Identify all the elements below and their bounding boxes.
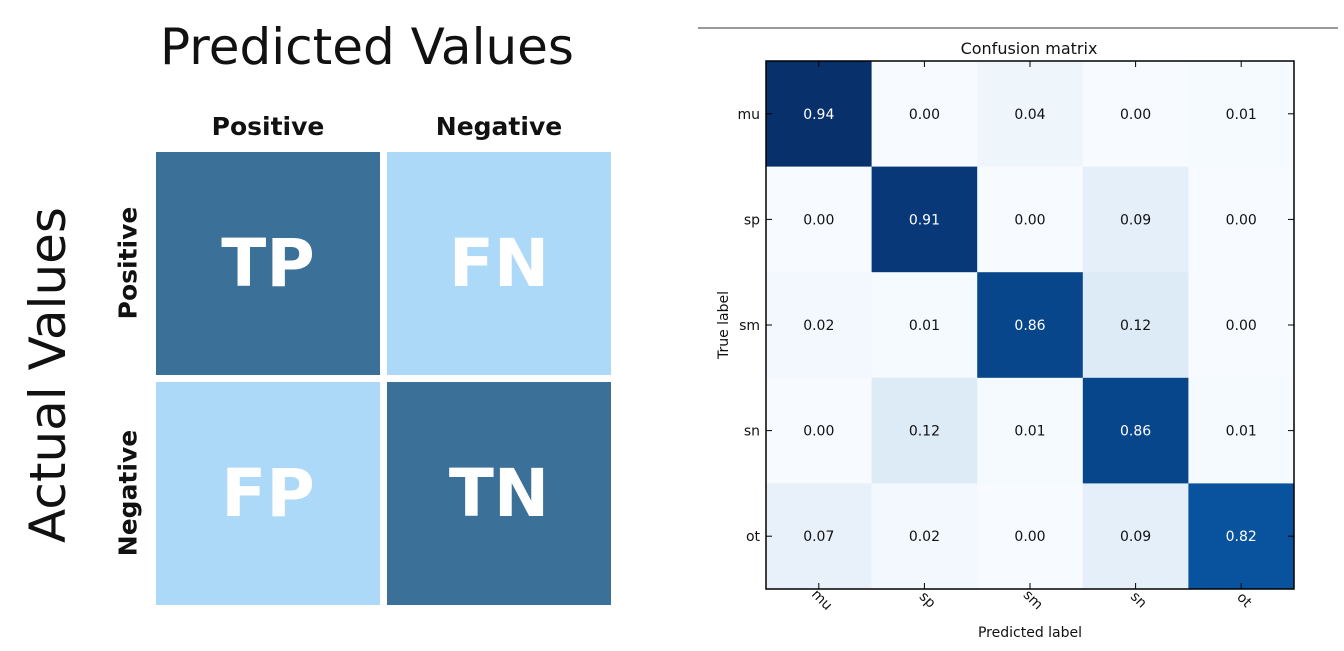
cell-value-label: 0.86 <box>1014 318 1045 334</box>
cell-value-label: 0.01 <box>1226 424 1257 440</box>
x-tick-label: sn <box>1127 589 1150 612</box>
heatmap-cell <box>1188 166 1295 273</box>
cell-false-negative: FN <box>387 152 611 375</box>
confusion-matrix-chart: Confusion matrix 0.94 0.00 0.04 0.00 0.01 0.0… <box>640 0 1344 651</box>
cell-true-negative: TN <box>387 382 611 605</box>
cell-value-label: 0.00 <box>1120 107 1151 123</box>
cell-value-label: 0.00 <box>1226 318 1257 334</box>
y-tick-label: mu <box>737 107 760 123</box>
y-axis-label: True label <box>716 291 732 360</box>
x-tick-label: mu <box>808 587 835 614</box>
predicted-values-title: Predicted Values <box>160 18 574 76</box>
heatmap-cell <box>871 377 978 484</box>
heatmap-cell <box>766 272 873 379</box>
y-tick-label: sp <box>744 212 760 228</box>
x-tick-label: sm <box>1020 587 1046 613</box>
x-axis-label: Predicted label <box>978 625 1082 641</box>
cell-value-label: 0.00 <box>803 424 834 440</box>
cell-value-label: 0.82 <box>1226 529 1257 545</box>
heatmap-cell <box>977 272 1084 379</box>
x-tick-label: sp <box>916 589 939 612</box>
cell-value-label: 0.01 <box>1226 107 1257 123</box>
cell-true-positive: TP <box>156 152 380 375</box>
col-header-positive: Positive <box>211 112 325 141</box>
heatmap-cell <box>1188 61 1295 168</box>
cell-value-label: 0.09 <box>1120 212 1151 228</box>
cell-value-label: 0.00 <box>803 212 834 228</box>
heatmap-cell <box>977 166 1084 273</box>
heatmap-cell <box>766 61 873 168</box>
heatmap-cell <box>977 61 1084 168</box>
cell-value-label: 0.00 <box>1014 212 1045 228</box>
cell-value-label: 0.04 <box>1014 107 1045 123</box>
row-header-negative: Negative <box>113 429 143 557</box>
heatmap-cell <box>766 166 873 273</box>
heatmap-cell <box>871 272 978 379</box>
actual-values-title: Actual Values <box>19 207 77 543</box>
chart-title: Confusion matrix <box>961 39 1098 58</box>
heatmap-cell <box>871 166 978 273</box>
heatmap-cell <box>871 483 978 590</box>
y-tick-label: sm <box>739 318 760 334</box>
cell-value-label: 0.01 <box>909 318 940 334</box>
heatmap-cell <box>977 483 1084 590</box>
concept-confusion-matrix: Predicted Values Actual Values Positive … <box>0 0 640 651</box>
row-header-positive: Positive <box>113 206 143 320</box>
y-tick-label: sn <box>744 424 760 440</box>
cell-value-label: 0.12 <box>1120 318 1151 334</box>
divider-line <box>698 27 1338 29</box>
heatmap-cell <box>1082 61 1189 168</box>
heatmap-cell <box>977 377 1084 484</box>
cell-value-label: 0.09 <box>1120 529 1151 545</box>
heatmap-cell <box>1188 272 1295 379</box>
cell-value-label: 0.86 <box>1120 424 1151 440</box>
cell-false-positive: FP <box>156 382 380 605</box>
cell-value-label: 0.07 <box>803 529 834 545</box>
heatmap-cell <box>1188 483 1295 590</box>
confusion-matrix-svg: Confusion matrix 0.94 0.00 0.04 0.00 0.01 0.0… <box>716 39 1295 641</box>
heatmap-cell <box>1082 377 1189 484</box>
cell-value-label: 0.02 <box>803 318 834 334</box>
cell-value-label: 0.91 <box>909 212 940 228</box>
heatmap-cell <box>1188 377 1295 484</box>
cell-value-label: 0.02 <box>909 529 940 545</box>
y-tick-label: ot <box>746 529 761 545</box>
cell-value-label: 0.12 <box>909 424 940 440</box>
cell-value-label: 0.00 <box>1226 212 1257 228</box>
heatmap-cell <box>871 61 978 168</box>
cell-value-label: 0.01 <box>1014 424 1045 440</box>
x-tick-label: ot <box>1233 590 1255 612</box>
heatmap-cell <box>1082 166 1189 273</box>
cell-value-label: 0.00 <box>1014 529 1045 545</box>
heatmap-cell <box>1082 272 1189 379</box>
heatmap-cell <box>766 483 873 590</box>
col-header-negative: Negative <box>435 112 563 141</box>
cell-value-label: 0.94 <box>803 107 834 123</box>
heatmap-cell <box>766 377 873 484</box>
cell-value-label: 0.00 <box>909 107 940 123</box>
heatmap-cell <box>1082 483 1189 590</box>
